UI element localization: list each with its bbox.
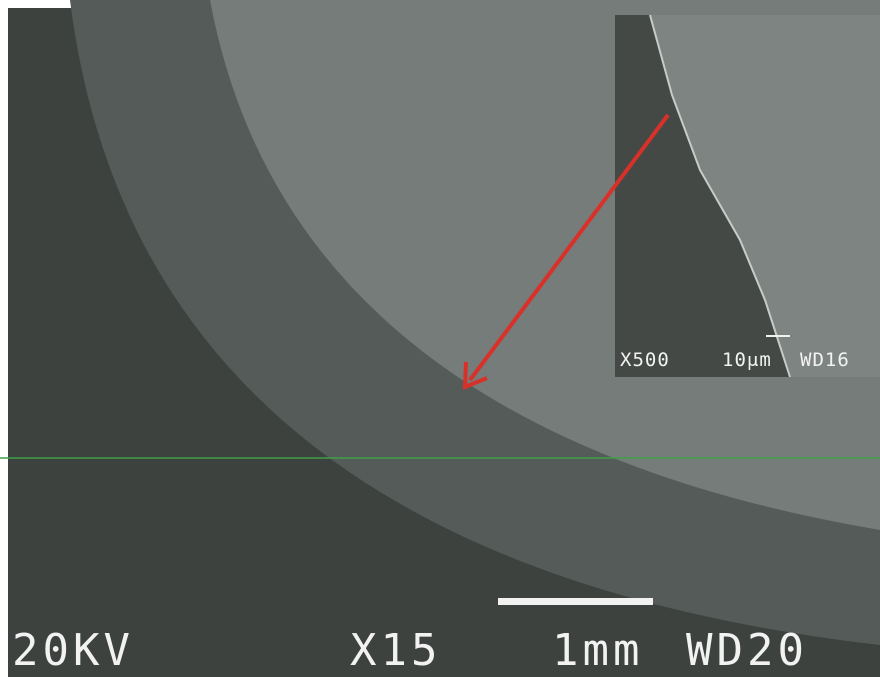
scale: 1mm [552, 625, 643, 676]
inset-scale: 10μm [722, 349, 772, 371]
voltage: 20KV [12, 625, 134, 676]
inset-magnification: X500 [620, 349, 670, 371]
magnification: X15 [350, 625, 441, 676]
inset: X500 10μm WD16 [615, 15, 880, 377]
scale-bar [498, 598, 653, 605]
working-distance: WD20 [686, 625, 808, 676]
sem-image: X500 10μm WD16 20KV X15 1mm WD20 [0, 0, 880, 677]
inset-working-distance: WD16 [800, 349, 850, 371]
left-edge [0, 0, 8, 677]
